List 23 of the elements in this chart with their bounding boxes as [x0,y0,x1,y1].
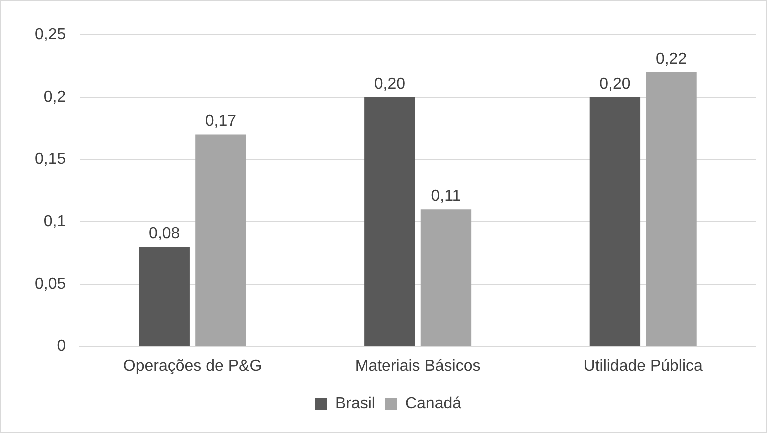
bar [364,97,416,346]
data-label: 0,20 [600,76,631,93]
legend-label: Canadá [405,395,462,412]
bar [420,210,472,346]
y-tick-label: 0,2 [44,88,66,106]
x-tick-label: Operações de P&G [123,358,262,375]
data-label: 0,08 [149,225,180,242]
data-label: 0,17 [205,113,237,130]
x-tick-label: Utilidade Pública [584,358,704,375]
data-label: 0,22 [656,50,688,68]
legend-label: Brasil [335,395,376,412]
data-label: 0,11 [431,188,462,206]
bar [590,97,641,346]
y-tick-label: 0,05 [35,276,66,293]
bar [646,72,697,346]
data-label: 0,20 [374,76,406,93]
bar [196,134,246,346]
y-tick-label: 0,25 [35,26,66,44]
y-tick-label: 0,15 [35,151,66,168]
x-tick-label: Materiais Básicos [355,358,481,375]
y-tick-label: 0 [57,338,66,356]
bar [139,247,190,346]
y-tick-label: 0,1 [44,213,66,230]
